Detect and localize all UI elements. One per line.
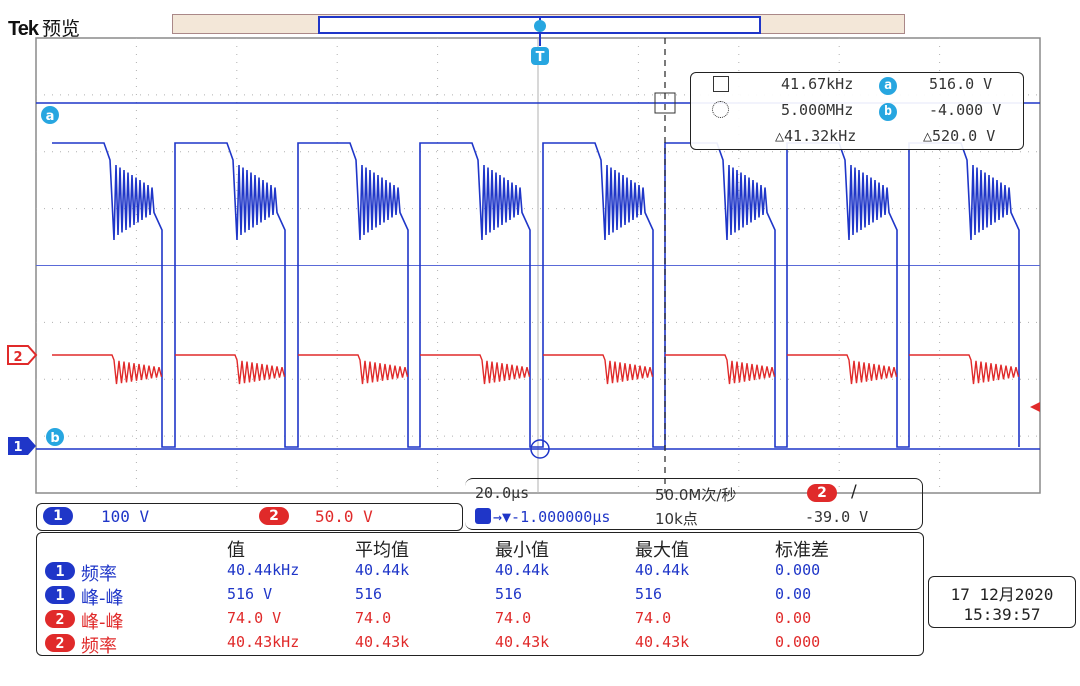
brand-header: Tek 预览 bbox=[8, 14, 80, 41]
header-stddev: 标准差 bbox=[775, 540, 829, 561]
measurement-value: 40.44k bbox=[495, 561, 550, 579]
measurement-value: 516 bbox=[635, 585, 663, 603]
header-mean: 平均值 bbox=[355, 540, 409, 561]
record-length: 10k点 bbox=[655, 510, 698, 528]
measurement-name: 峰-峰 bbox=[81, 612, 124, 633]
cursor-b-marker-label: b bbox=[50, 431, 59, 446]
trigger-position-marker[interactable]: T bbox=[531, 20, 549, 65]
measurement-value: 0.00 bbox=[775, 585, 812, 603]
ch2-badge[interactable]: 2 bbox=[259, 507, 289, 525]
cursor-freq-a: 41.67kHz bbox=[781, 75, 854, 93]
time-per-div[interactable]: 20.0μs bbox=[475, 484, 530, 502]
date-display: 17 12月2020 bbox=[950, 585, 1054, 604]
header-max: 最大值 bbox=[635, 540, 689, 561]
cursor-readout-panel: 41.67kHz a 516.0 V 5.000MHz b -4.000 V △… bbox=[690, 72, 1024, 150]
ch1-level-marker-label: 1 bbox=[13, 440, 22, 455]
measurement-value: 74.0 bbox=[355, 609, 392, 627]
measurement-value: 40.43kHz bbox=[227, 633, 300, 651]
ch1-waveform bbox=[52, 142, 1020, 448]
measurement-value: 74.0 bbox=[635, 609, 672, 627]
ch1-badge[interactable]: 1 bbox=[43, 507, 73, 525]
cursor-volt-b-label: b bbox=[879, 101, 897, 121]
timebase-panel: 20.0μs 50.0M次/秒 2 / →▼-1.000000μs 10k点 -… bbox=[465, 478, 923, 530]
trigger-level[interactable]: -39.0 V bbox=[805, 508, 869, 526]
trigger-level-arrow bbox=[1030, 402, 1040, 412]
cursor-b-circle-icon bbox=[712, 101, 729, 118]
ch2-level-marker[interactable]: 2 bbox=[7, 345, 38, 365]
measurement-channel-badge: 1 bbox=[45, 586, 75, 604]
measurement-value: 40.44kHz bbox=[227, 561, 300, 579]
cursor-volt-a-label: a bbox=[879, 75, 897, 95]
measurement-name: 峰-峰 bbox=[81, 588, 124, 609]
measurement-value: 0.000 bbox=[775, 561, 821, 579]
graticule-grid bbox=[36, 38, 1040, 493]
ch2-waveform bbox=[52, 354, 1020, 385]
trigger-slope-icon: / bbox=[851, 482, 857, 502]
cursor-volt-delta: △520.0 V bbox=[923, 127, 996, 145]
ch1-trace bbox=[52, 142, 1020, 448]
cursor-a-marker-label: a bbox=[46, 109, 55, 124]
trigger-marker-label: T bbox=[536, 50, 545, 65]
header-value: 值 bbox=[227, 540, 245, 561]
cursor-freq-delta: △41.32kHz bbox=[775, 127, 857, 145]
measurement-value: 40.43k bbox=[635, 633, 690, 651]
measurements-table: 值 平均值 最小值 最大值 标准差 1 频率 40.44kHz 40.44k 40.44… bbox=[36, 532, 924, 657]
measurement-value: 0.000 bbox=[775, 633, 821, 651]
measurement-value: 74.0 bbox=[495, 609, 532, 627]
time-display: 15:39:57 bbox=[963, 605, 1041, 624]
sample-rate: 50.0M次/秒 bbox=[655, 486, 737, 504]
datetime-panel: 17 12月2020 15:39:57 bbox=[928, 576, 1076, 628]
measurement-value: 74.0 V bbox=[227, 609, 282, 627]
mode-label: 预览 bbox=[41, 18, 80, 40]
trigger-source-badge[interactable]: 2 bbox=[807, 484, 837, 502]
ch1-scale[interactable]: 100 V bbox=[101, 507, 150, 526]
measurement-value: 40.44k bbox=[635, 561, 690, 579]
horizontal-position-icon bbox=[475, 508, 491, 524]
cursor-intersection-box bbox=[654, 92, 676, 114]
cursor-volt-a: 516.0 V bbox=[929, 75, 993, 93]
brand-logo: Tek bbox=[8, 18, 39, 40]
ch2-trace bbox=[52, 354, 1020, 385]
measurement-value: 516 V bbox=[227, 585, 273, 603]
measurement-value: 516 bbox=[495, 585, 523, 603]
measurement-value: 40.43k bbox=[355, 633, 410, 651]
measurement-channel-badge: 2 bbox=[45, 610, 75, 628]
cursor-b-marker[interactable]: b bbox=[46, 428, 64, 446]
cursor-volt-b: -4.000 V bbox=[929, 101, 1002, 119]
measurement-name: 频率 bbox=[81, 564, 117, 585]
center-marker bbox=[530, 439, 550, 459]
measurement-value: 516 bbox=[355, 585, 383, 603]
measurement-channel-badge: 1 bbox=[45, 562, 75, 580]
header-min: 最小值 bbox=[495, 540, 549, 561]
cursor-freq-b: 5.000MHz bbox=[781, 101, 854, 119]
ch2-level-marker-label: 2 bbox=[13, 350, 22, 365]
channel-scale-bar: 1 100 V 2 50.0 V bbox=[36, 503, 463, 531]
measurement-value: 40.44k bbox=[355, 561, 410, 579]
measurement-channel-badge: 2 bbox=[45, 634, 75, 652]
cursor-a-square-icon bbox=[713, 76, 729, 92]
cursor-a-marker[interactable]: a bbox=[41, 106, 59, 124]
horizontal-position[interactable]: →▼-1.000000μs bbox=[493, 508, 611, 526]
measurement-name: 频率 bbox=[81, 636, 117, 657]
measurement-value: 0.00 bbox=[775, 609, 812, 627]
measurement-value: 40.43k bbox=[495, 633, 550, 651]
ch1-level-marker[interactable]: 1 bbox=[8, 437, 36, 455]
ch2-scale[interactable]: 50.0 V bbox=[315, 507, 373, 526]
